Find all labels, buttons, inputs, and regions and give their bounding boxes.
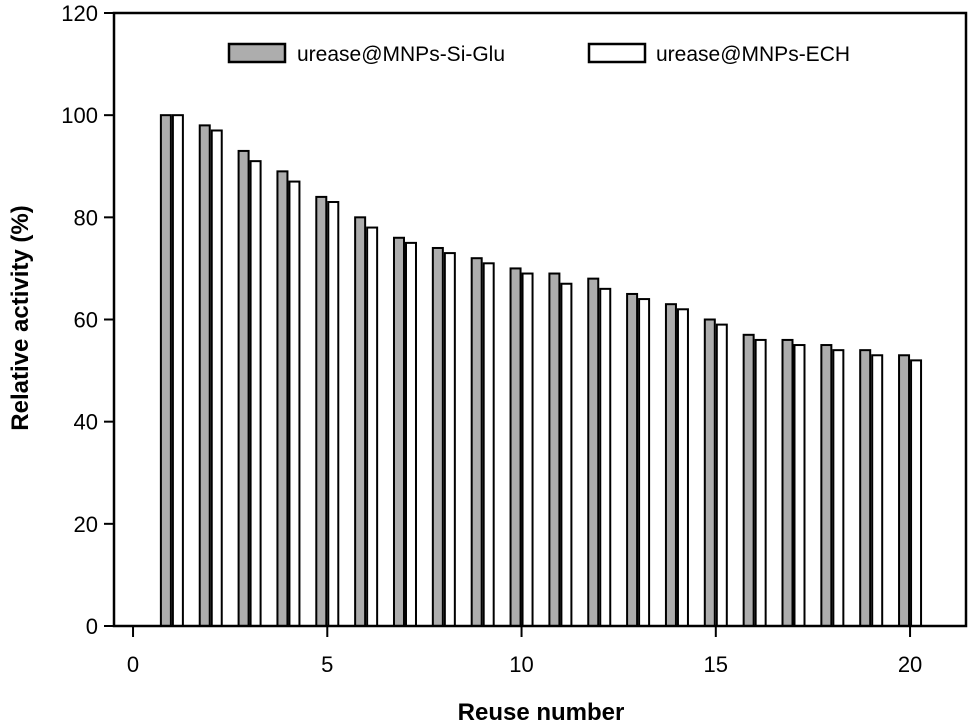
bar-ech-5 bbox=[327, 201, 340, 627]
bar-ech-11 bbox=[560, 282, 573, 627]
y-tick-label-80: 80 bbox=[74, 205, 98, 230]
bar-si-glu-12 bbox=[587, 277, 600, 627]
bar-ech-18 bbox=[832, 349, 845, 627]
bar-ech-7 bbox=[404, 241, 417, 628]
bar-si-glu-4 bbox=[276, 170, 289, 628]
bar-ech-8 bbox=[443, 252, 456, 627]
bar-ech-17 bbox=[793, 344, 806, 627]
bar-ech-16 bbox=[754, 338, 767, 627]
bar-ech-3 bbox=[249, 160, 262, 627]
bar-si-glu-9 bbox=[470, 257, 483, 627]
y-tick-label-60: 60 bbox=[74, 308, 98, 333]
bar-ech-9 bbox=[482, 262, 495, 627]
x-tick-label-20: 20 bbox=[898, 652, 922, 677]
y-tick-label-20: 20 bbox=[74, 512, 98, 537]
bar-ech-14 bbox=[676, 308, 689, 627]
bar-si-glu-13 bbox=[626, 292, 639, 627]
bars-group bbox=[159, 114, 923, 628]
x-axis-title: Reuse number bbox=[458, 699, 625, 726]
x-tick-label-10: 10 bbox=[509, 652, 533, 677]
bar-si-glu-15 bbox=[703, 318, 716, 627]
x-tick-label-15: 15 bbox=[704, 652, 728, 677]
y-tick-label-100: 100 bbox=[61, 103, 98, 128]
bar-si-glu-7 bbox=[392, 236, 405, 628]
legend: urease@MNPs-Si-Glu urease@MNPs-ECH bbox=[227, 42, 850, 66]
y-tick-label-0: 0 bbox=[86, 614, 98, 639]
bar-si-glu-18 bbox=[820, 344, 833, 627]
legend-swatch-ech bbox=[587, 42, 647, 64]
bar-si-glu-5 bbox=[315, 195, 328, 627]
bar-si-glu-14 bbox=[664, 303, 677, 627]
y-axis-title: Relative activity (%) bbox=[7, 205, 34, 430]
bar-si-glu-19 bbox=[859, 349, 872, 627]
bar-ech-12 bbox=[599, 287, 612, 627]
bar-ech-15 bbox=[715, 323, 728, 627]
bar-si-glu-20 bbox=[898, 354, 911, 627]
x-tick-label-5: 5 bbox=[321, 652, 333, 677]
bar-si-glu-2 bbox=[198, 124, 211, 627]
bar-si-glu-3 bbox=[237, 149, 250, 627]
bar-si-glu-1 bbox=[159, 114, 172, 627]
bar-ech-10 bbox=[521, 272, 534, 627]
legend-label-ech: urease@MNPs-ECH bbox=[656, 43, 850, 66]
bar-ech-19 bbox=[871, 354, 884, 627]
x-tick-label-0: 0 bbox=[127, 652, 139, 677]
bar-ech-6 bbox=[366, 226, 379, 628]
bar-ech-4 bbox=[288, 180, 301, 627]
axis-ticks: 0 20 40 60 80 100 120 0 5 10 15 20 bbox=[61, 1, 922, 677]
bar-si-glu-16 bbox=[742, 333, 755, 627]
y-tick-label-40: 40 bbox=[74, 410, 98, 435]
bar-si-glu-11 bbox=[548, 272, 561, 627]
y-tick-label-120: 120 bbox=[61, 1, 98, 26]
bar-ech-1 bbox=[171, 114, 184, 627]
legend-swatch-si-glu bbox=[227, 42, 287, 64]
bar-ech-13 bbox=[638, 298, 651, 627]
bar-si-glu-17 bbox=[781, 338, 794, 627]
bar-ech-20 bbox=[910, 359, 923, 627]
bar-si-glu-8 bbox=[431, 246, 444, 627]
bar-ech-2 bbox=[210, 129, 223, 628]
bar-si-glu-10 bbox=[509, 267, 522, 627]
bar-si-glu-6 bbox=[354, 216, 367, 628]
legend-label-si-glu: urease@MNPs-Si-Glu bbox=[297, 43, 505, 66]
